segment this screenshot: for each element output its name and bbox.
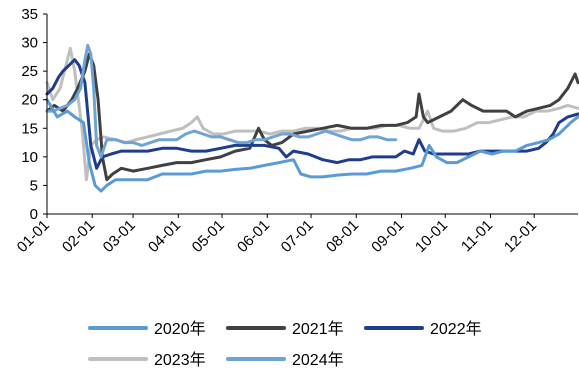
series-line-2023年: [45, 46, 579, 182]
y-tick-label: 25: [21, 63, 38, 80]
x-tick-label: 11-01: [458, 217, 496, 255]
series-line-2024年: [45, 43, 398, 159]
series-line-2020年: [45, 98, 579, 193]
y-ticks: 0 5 10 15 20 25 30 35: [21, 6, 47, 223]
y-tick-label: 0: [30, 206, 38, 223]
x-tick-label: 02-01: [59, 217, 98, 256]
x-tick-label: 09-01: [368, 217, 407, 256]
legend-label: 2022年: [430, 320, 482, 338]
legend: 2020年 2021年 2022年 2023年 2024年: [88, 320, 482, 369]
x-tick-label: 03-01: [100, 217, 139, 256]
x-tick-label: 10-01: [412, 217, 451, 256]
series-layer: [45, 43, 579, 193]
x-tick-label: 08-01: [323, 217, 362, 256]
legend-label: 2023年: [154, 351, 206, 369]
x-ticks: 01-01 02-01 03-01 04-01 05-01 06-01 07-01 08-01…: [14, 214, 540, 256]
y-tick-label: 20: [21, 92, 38, 109]
legend-label: 2024年: [292, 351, 344, 369]
series-line-2022年: [45, 58, 579, 170]
y-tick-label: 15: [21, 120, 38, 137]
x-tick-label: 06-01: [234, 217, 273, 256]
y-tick-label: 30: [21, 35, 38, 52]
series-line-2021年: [45, 52, 579, 182]
x-tick-label: 07-01: [278, 217, 317, 256]
y-tick-label: 35: [21, 6, 38, 23]
x-tick-label: 05-01: [189, 217, 228, 256]
y-tick-label: 5: [30, 177, 38, 194]
x-tick-label: 04-01: [145, 217, 184, 256]
plot-area: 0 5 10 15 20 25 30 35 01-01 02-01 03-01 04-01 05-01…: [14, 6, 579, 256]
legend-label: 2020年: [154, 320, 206, 338]
legend-label: 2021年: [292, 320, 344, 338]
y-tick-label: 10: [21, 149, 38, 166]
x-tick-label: 12-01: [501, 217, 540, 256]
